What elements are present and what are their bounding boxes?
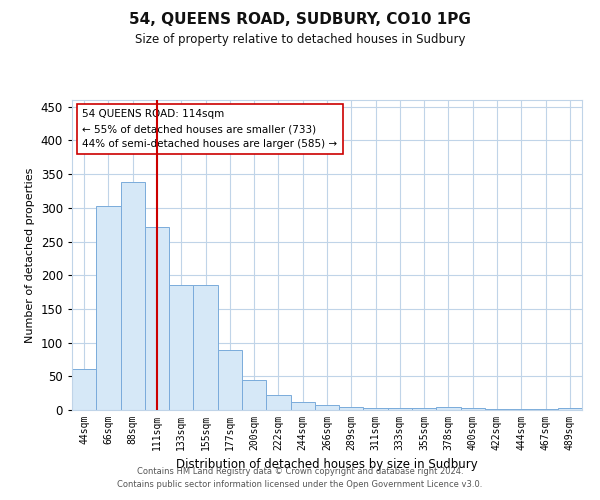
X-axis label: Distribution of detached houses by size in Sudbury: Distribution of detached houses by size … xyxy=(176,458,478,471)
Text: Contains HM Land Registry data © Crown copyright and database right 2024.
Contai: Contains HM Land Registry data © Crown c… xyxy=(118,468,482,489)
Bar xyxy=(242,380,266,410)
Bar xyxy=(388,408,412,410)
Bar xyxy=(96,206,121,410)
Bar xyxy=(461,408,485,410)
Text: 54, QUEENS ROAD, SUDBURY, CO10 1PG: 54, QUEENS ROAD, SUDBURY, CO10 1PG xyxy=(129,12,471,28)
Bar xyxy=(193,286,218,410)
Y-axis label: Number of detached properties: Number of detached properties xyxy=(25,168,35,342)
Bar xyxy=(364,408,388,410)
Bar xyxy=(509,408,533,410)
Bar xyxy=(558,408,582,410)
Bar xyxy=(72,369,96,410)
Bar xyxy=(266,395,290,410)
Text: 54 QUEENS ROAD: 114sqm
← 55% of detached houses are smaller (733)
44% of semi-de: 54 QUEENS ROAD: 114sqm ← 55% of detached… xyxy=(82,110,337,149)
Bar xyxy=(121,182,145,410)
Bar xyxy=(145,226,169,410)
Text: Size of property relative to detached houses in Sudbury: Size of property relative to detached ho… xyxy=(135,32,465,46)
Bar xyxy=(339,406,364,410)
Bar xyxy=(436,406,461,410)
Bar xyxy=(290,402,315,410)
Bar xyxy=(412,408,436,410)
Bar xyxy=(169,286,193,410)
Bar xyxy=(315,404,339,410)
Bar xyxy=(218,350,242,410)
